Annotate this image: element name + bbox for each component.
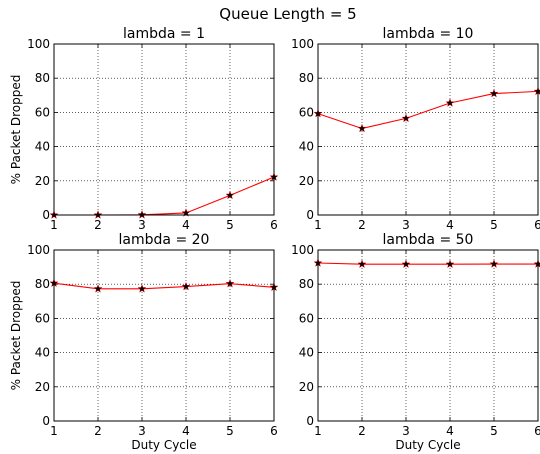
x-tick-label: 5 [490,424,498,438]
y-tick-label: 60 [35,311,50,325]
x-tick-label: 1 [314,218,322,232]
data-point-star [225,278,235,288]
series-line [53,282,275,290]
x-tick-label: 4 [446,218,454,232]
y-tick-label: 0 [42,208,50,222]
y-tick-label: 40 [299,346,314,360]
x-tick-label: 2 [94,424,102,438]
y-tick-label: 20 [35,380,50,394]
y-tick-label: 100 [27,37,50,51]
x-tick-label: 3 [402,424,410,438]
data-point-star [357,123,367,133]
x-tick-label: 6 [270,218,278,232]
y-tick-label: 0 [306,208,314,222]
x-tick-label: 5 [226,424,234,438]
x-tick-label: 2 [358,424,366,438]
plot-area [54,250,274,421]
axes-frame [317,43,539,216]
y-tick-label: 0 [306,414,314,428]
y-axis-label: % Packet Dropped [9,281,23,391]
data-point-star [489,259,499,268]
data-point-star [93,284,103,293]
y-tick-label: 80 [35,71,50,85]
x-tick-label: 4 [446,424,454,438]
y-tick-label: 80 [299,277,314,291]
y-tick-label: 40 [299,140,314,154]
series-line [317,262,538,265]
axes-frame [53,43,275,216]
x-tick-label: 1 [50,424,58,438]
figure-title: Queue Length = 5 [219,5,356,23]
x-tick-label: 3 [402,218,410,232]
data-point-star [489,88,499,98]
data-point-star [445,98,455,107]
x-tick-label: 6 [270,424,278,438]
panel-title: lambda = 20 [119,232,210,248]
x-tick-label: 2 [358,218,366,232]
y-tick-label: 40 [35,346,50,360]
y-tick-label: 20 [299,380,314,394]
x-tick-label: 5 [490,218,498,232]
y-axis-label: % Packet Dropped [9,75,23,185]
x-tick-label: 3 [138,424,146,438]
y-tick-label: 80 [35,277,50,291]
y-tick-label: 20 [35,174,50,188]
y-tick-label: 100 [27,243,50,257]
y-tick-label: 60 [299,311,314,325]
data-point-star [401,113,411,123]
axes-frame [317,249,539,422]
panel-title: lambda = 10 [383,26,474,42]
axes-frame [53,249,275,422]
x-tick-label: 4 [182,218,190,232]
x-tick-label: 4 [182,424,190,438]
data-point-star [445,259,455,269]
data-point-star [225,190,235,200]
series-line [317,90,539,130]
y-tick-label: 60 [35,105,50,119]
x-tick-label: 3 [138,218,146,232]
y-tick-label: 80 [299,71,314,85]
x-tick-label: 5 [226,218,234,232]
data-point-star [357,259,367,269]
x-axis-label: Duty Cycle [395,438,460,452]
plot-area [318,250,538,421]
x-tick-label: 1 [314,424,322,438]
panel-title: lambda = 1 [123,26,205,42]
y-tick-label: 0 [42,414,50,428]
y-tick-label: 100 [291,243,314,257]
x-tick-label: 6 [534,424,540,438]
plot-area [54,44,274,215]
data-point-star [181,281,191,291]
y-tick-label: 100 [291,37,314,51]
y-tick-label: 20 [299,174,314,188]
x-tick-label: 1 [50,218,58,232]
x-tick-label: 6 [534,218,540,232]
y-tick-label: 40 [35,140,50,154]
data-point-star [137,284,147,293]
data-point-star [137,210,147,219]
data-point-star [401,259,411,269]
plot-area [318,44,538,215]
panel-title: lambda = 50 [383,232,474,248]
y-tick-label: 60 [299,105,314,119]
x-tick-label: 2 [94,218,102,232]
x-axis-label: Duty Cycle [131,438,196,452]
